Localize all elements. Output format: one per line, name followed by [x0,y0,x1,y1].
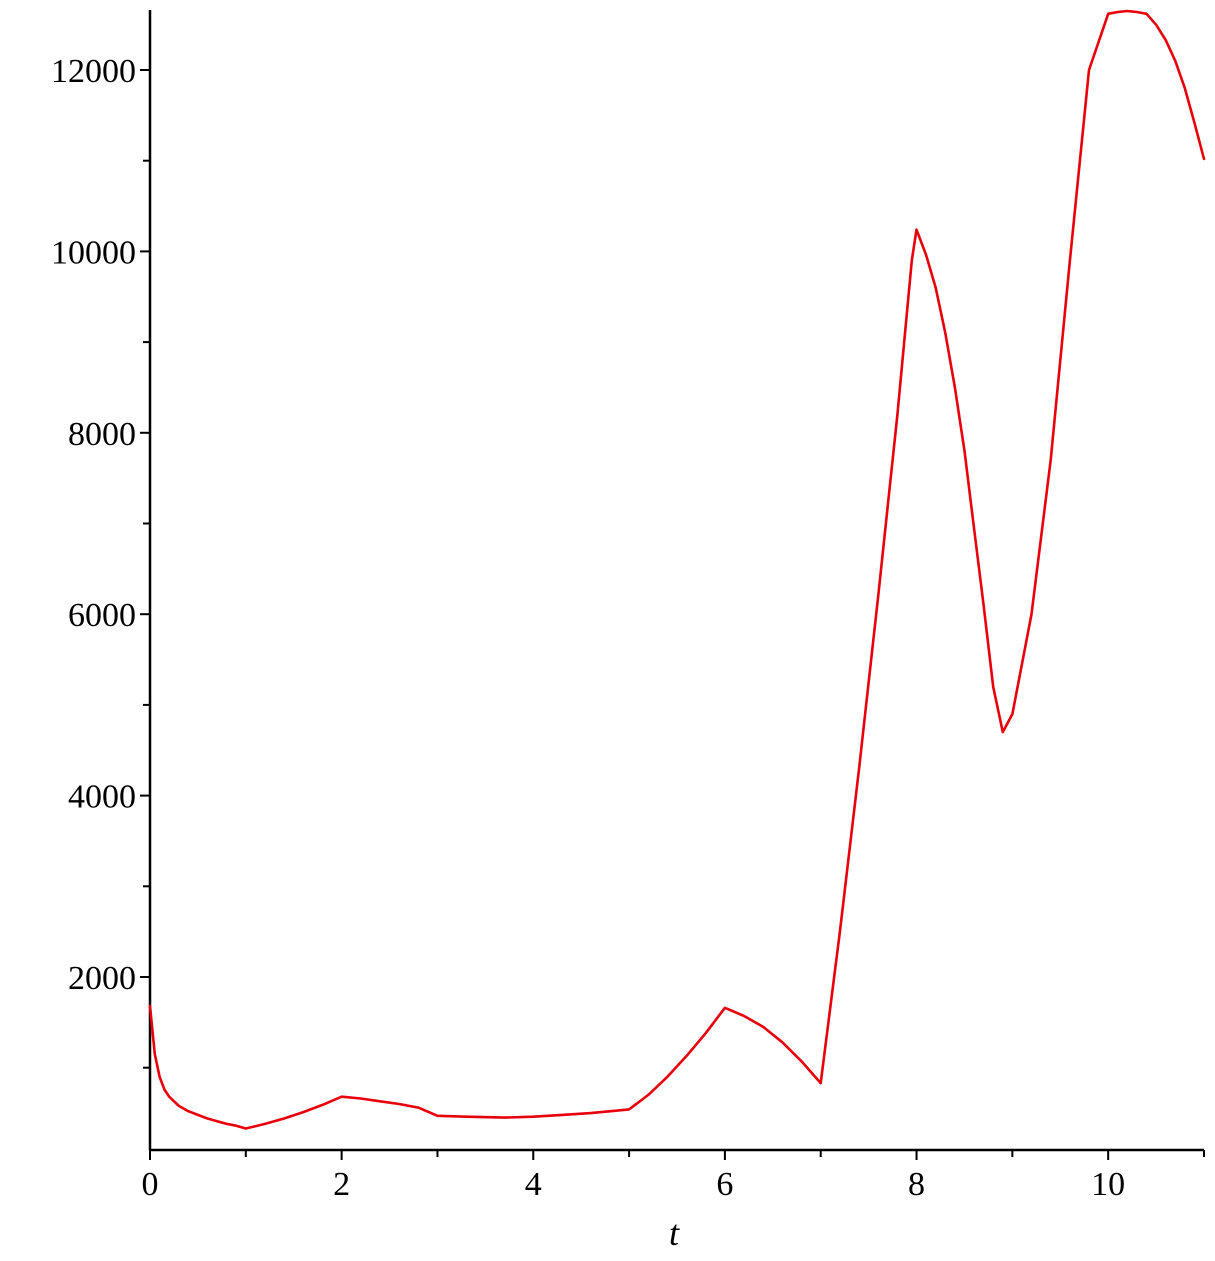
ticks: 0 2 4 6 8 10 2000 4000 6000 8000 10000 12000 [51,53,1205,1203]
y-tick-label: 4000 [68,779,136,816]
x-axis-label: t [669,1213,680,1253]
x-tick-label: 4 [525,1166,542,1203]
x-tick-label: 8 [908,1166,925,1203]
y-tick-label: 6000 [68,597,136,634]
y-tick-label: 12000 [51,53,136,90]
axes [148,10,1204,1152]
series-line-0 [148,9,1206,1130]
y-tick-label: 8000 [68,416,136,453]
x-tick-label: 0 [142,1166,159,1203]
x-tick-label: 2 [333,1166,350,1203]
y-tick-label: 2000 [68,960,136,997]
x-tick-label: 10 [1091,1166,1125,1203]
series-layer [148,9,1206,1130]
y-tick-label: 10000 [51,234,136,271]
x-tick-label: 6 [716,1166,733,1203]
